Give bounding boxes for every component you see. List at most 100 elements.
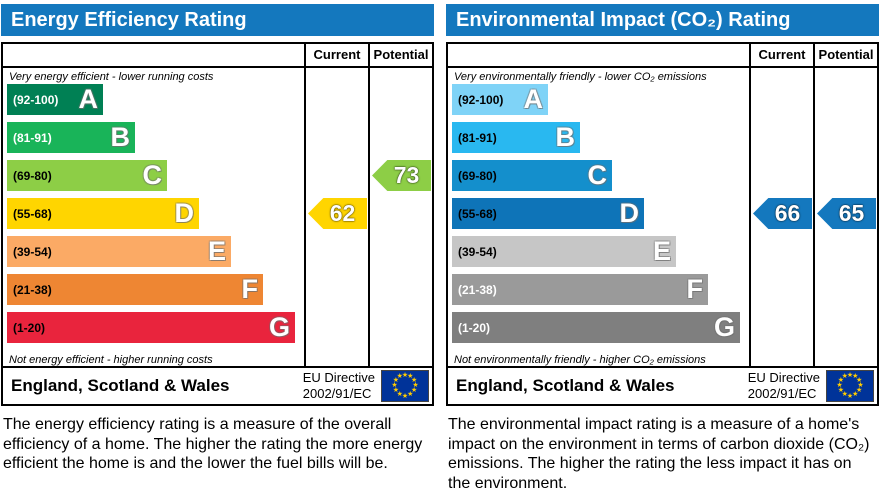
eu-flag-star: ★ xyxy=(836,382,843,389)
band-letter: C xyxy=(587,160,608,190)
eu-flag-star: ★ xyxy=(837,387,845,395)
band-letter: B xyxy=(555,122,576,152)
band-row: (1-20) G xyxy=(452,312,749,350)
eu-flag-star: ★ xyxy=(407,372,414,380)
band-g: (1-20) G xyxy=(7,312,295,343)
potential-rating-arrow: 73 xyxy=(372,160,431,191)
eu-flag-star: ★ xyxy=(846,371,854,379)
eu-directive-label: EU Directive 2002/91/EC xyxy=(303,370,381,401)
band-b: (81-91) B xyxy=(452,122,580,153)
current-rating-value: 66 xyxy=(774,200,801,226)
chart-body: Very environmentally friendly - lower CO… xyxy=(448,68,877,366)
header-spacer xyxy=(448,44,749,66)
top-scale-label: Very energy efficient - lower running co… xyxy=(9,71,214,83)
band-range-label: (1-20) xyxy=(458,320,491,335)
eu-flag-star: ★ xyxy=(412,382,419,389)
energy-efficiency-description: The energy efficiency rating is a measur… xyxy=(3,416,423,472)
environmental-impact-title: Environmental Impact (CO₂) Rating xyxy=(446,4,879,36)
band-row: (55-68) D xyxy=(452,198,749,236)
band-row: (69-80) C xyxy=(452,160,749,198)
band-b: (81-91) B xyxy=(7,122,135,153)
band-range-label: (55-68) xyxy=(13,206,52,221)
band-range-label: (21-38) xyxy=(13,282,52,297)
column-header-row: Current Potential xyxy=(448,44,877,68)
eu-flag-star: ★ xyxy=(410,387,418,395)
column-header-row: Current Potential xyxy=(3,44,432,68)
eu-flag-star: ★ xyxy=(855,376,863,384)
eu-flag-star: ★ xyxy=(396,372,403,380)
region-label: England, Scotland & Wales xyxy=(456,376,675,395)
energy-efficiency-chart: Current Potential Very energy efficient … xyxy=(1,42,434,368)
eu-flag-star: ★ xyxy=(401,371,409,379)
band-letter: B xyxy=(110,122,131,152)
eu-flag-star: ★ xyxy=(391,382,398,389)
chart-footer: England, Scotland & Wales EU Directive 2… xyxy=(446,368,879,406)
potential-rating-arrow: 65 xyxy=(817,198,876,229)
band-range-label: (69-80) xyxy=(458,168,497,183)
energy-efficiency-panel: Energy Efficiency Rating Current Potenti… xyxy=(1,4,434,493)
environmental-impact-panel: Environmental Impact (CO₂) Rating Curren… xyxy=(446,4,879,493)
band-range-label: (39-54) xyxy=(13,244,52,259)
band-row: (39-54) E xyxy=(7,236,304,274)
eu-flag-star: ★ xyxy=(857,382,864,389)
eu-flag-icon: ★ ★ ★ ★ ★ ★ ★ ★ ★ ★ ★ ★ xyxy=(381,370,429,402)
current-rating-arrow: 66 xyxy=(753,198,812,229)
rating-bands: (92-100) A (81-91) B (69-80) C (55-68) D (39-54)… xyxy=(3,84,304,350)
eu-flag-star: ★ xyxy=(841,372,848,380)
eu-directive-line1: EU Directive xyxy=(302,370,375,386)
header-spacer xyxy=(3,44,304,66)
potential-column-header: Potential xyxy=(813,44,877,66)
bands-column: Very energy efficient - lower running co… xyxy=(3,68,304,366)
eu-flag-star: ★ xyxy=(837,376,845,384)
band-letter: C xyxy=(142,160,163,190)
eu-directive-line1: EU Directive xyxy=(747,370,820,386)
bottom-scale-label: Not energy efficient - higher running co… xyxy=(9,354,213,366)
band-d: (55-68) D xyxy=(452,198,644,229)
band-c: (69-80) C xyxy=(7,160,167,191)
eu-flag-star: ★ xyxy=(855,387,863,395)
band-g: (1-20) G xyxy=(452,312,740,343)
current-column-header: Current xyxy=(749,44,813,66)
current-value-column: 66 xyxy=(749,68,813,366)
potential-column-header: Potential xyxy=(368,44,432,66)
band-e: (39-54) E xyxy=(452,236,676,267)
rating-bands: (92-100) A (81-91) B (69-80) C (55-68) D (39-54)… xyxy=(448,84,749,350)
band-range-label: (39-54) xyxy=(458,244,497,259)
band-range-label: (92-100) xyxy=(458,92,504,107)
band-row: (21-38) F xyxy=(7,274,304,312)
band-letter: G xyxy=(713,312,735,342)
eu-flag-star: ★ xyxy=(401,392,409,400)
band-row: (81-91) B xyxy=(7,122,304,160)
band-letter: E xyxy=(207,236,226,266)
chart-body: Very energy efficient - lower running co… xyxy=(3,68,432,366)
environmental-impact-chart: Current Potential Very environmentally f… xyxy=(446,42,879,368)
band-f: (21-38) F xyxy=(7,274,263,305)
top-scale-label: Very environmentally friendly - lower CO… xyxy=(454,71,707,83)
eu-flag-star: ★ xyxy=(841,391,848,399)
eu-flag-star: ★ xyxy=(852,372,859,380)
bottom-scale-label: Not environmentally friendly - higher CO… xyxy=(454,354,706,366)
band-letter: F xyxy=(686,274,704,304)
band-row: (21-38) F xyxy=(452,274,749,312)
band-row: (92-100) A xyxy=(7,84,304,122)
band-range-label: (69-80) xyxy=(13,168,52,183)
band-row: (55-68) D xyxy=(7,198,304,236)
eu-flag-star: ★ xyxy=(407,391,414,399)
eu-flag-star: ★ xyxy=(392,387,400,395)
region-label: England, Scotland & Wales xyxy=(11,376,230,395)
band-letter: E xyxy=(652,236,671,266)
band-letter: D xyxy=(619,198,640,228)
eu-flag-star: ★ xyxy=(396,391,403,399)
current-rating-arrow: 62 xyxy=(308,198,367,229)
environmental-impact-description: The environmental impact rating is a mea… xyxy=(448,416,870,492)
potential-value-column: 65 xyxy=(813,68,877,366)
chart-footer: England, Scotland & Wales EU Directive 2… xyxy=(1,368,434,406)
band-letter: A xyxy=(523,84,544,114)
band-range-label: (55-68) xyxy=(458,206,497,221)
band-letter: A xyxy=(78,84,99,114)
band-row: (1-20) G xyxy=(7,312,304,350)
eu-flag-star: ★ xyxy=(846,392,854,400)
potential-rating-value: 73 xyxy=(393,162,420,188)
band-row: (92-100) A xyxy=(452,84,749,122)
